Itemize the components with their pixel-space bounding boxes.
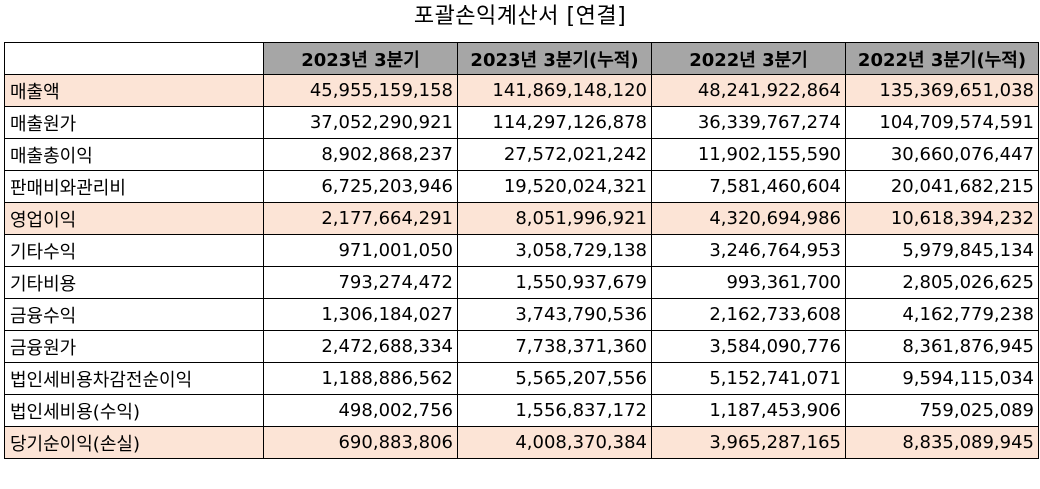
value-cell: 141,869,148,120 xyxy=(457,74,652,107)
value-cell: 971,001,050 xyxy=(263,234,458,267)
table-row: 당기순이익(손실) 690,883,806 4,008,370,384 3,965,2… xyxy=(4,426,1039,459)
value-cell: 5,565,207,556 xyxy=(457,362,652,395)
header-cell-blank xyxy=(4,42,264,75)
table-row: 매출액 45,955,159,158 141,869,148,120 48,241,9… xyxy=(4,74,1039,107)
value-cell: 104,709,574,591 xyxy=(845,106,1039,139)
value-cell: 2,177,664,291 xyxy=(263,202,458,235)
table-row: 매출총이익 8,902,868,237 27,572,021,242 11,902,1… xyxy=(4,138,1039,171)
value-cell: 20,041,682,215 xyxy=(845,170,1039,203)
value-cell: 45,955,159,158 xyxy=(263,74,458,107)
table-row: 금융원가 2,472,688,334 7,738,371,360 3,584,090,… xyxy=(4,330,1039,363)
value-cell: 5,979,845,134 xyxy=(845,234,1039,267)
value-cell: 36,339,767,274 xyxy=(651,106,846,139)
value-cell: 7,581,460,604 xyxy=(651,170,846,203)
value-cell: 30,660,076,447 xyxy=(845,138,1039,171)
value-cell: 498,002,756 xyxy=(263,394,458,427)
table-row: 법인세비용(수익) 498,002,756 1,556,837,172 1,187,4… xyxy=(4,394,1039,427)
table-row: 매출원가 37,052,290,921 114,297,126,878 36,339,… xyxy=(4,106,1039,139)
value-cell: 4,162,779,238 xyxy=(845,298,1039,331)
value-cell: 3,584,090,776 xyxy=(651,330,846,363)
value-cell: 48,241,922,864 xyxy=(651,74,846,107)
value-cell: 1,187,453,906 xyxy=(651,394,846,427)
row-label: 매출원가 xyxy=(4,106,264,139)
income-statement-table: 2023년 3분기 2023년 3분기(누적) 2022년 3분기 2022년 … xyxy=(4,42,1039,459)
row-label: 법인세비용차감전순이익 xyxy=(4,362,264,395)
value-cell: 3,743,790,536 xyxy=(457,298,652,331)
value-cell: 2,162,733,608 xyxy=(651,298,846,331)
table-row: 금융수익 1,306,184,027 3,743,790,536 2,162,733,… xyxy=(4,298,1039,331)
value-cell: 3,965,287,165 xyxy=(651,426,846,459)
table-row: 기타수익 971,001,050 3,058,729,138 3,246,764,95… xyxy=(4,234,1039,267)
value-cell: 37,052,290,921 xyxy=(263,106,458,139)
value-cell: 8,902,868,237 xyxy=(263,138,458,171)
row-label: 당기순이익(손실) xyxy=(4,426,264,459)
value-cell: 793,274,472 xyxy=(263,266,458,299)
value-cell: 2,472,688,334 xyxy=(263,330,458,363)
header-row: 2023년 3분기 2023년 3분기(누적) 2022년 3분기 2022년 … xyxy=(4,42,1039,75)
header-cell-2022-q3-cumulative: 2022년 3분기(누적) xyxy=(845,42,1039,75)
value-cell: 5,152,741,071 xyxy=(651,362,846,395)
table-row: 기타비용 793,274,472 1,550,937,679 993,361,700 2… xyxy=(4,266,1039,299)
value-cell: 8,051,996,921 xyxy=(457,202,652,235)
value-cell: 135,369,651,038 xyxy=(845,74,1039,107)
page-title: 포괄손익계산서 [연결] xyxy=(413,4,627,29)
header-cell-2023-q3: 2023년 3분기 xyxy=(263,42,458,75)
table-row: 법인세비용차감전순이익 1,188,886,562 5,565,207,556 5,1… xyxy=(4,362,1039,395)
value-cell: 114,297,126,878 xyxy=(457,106,652,139)
value-cell: 7,738,371,360 xyxy=(457,330,652,363)
row-label: 매출액 xyxy=(4,74,264,107)
value-cell: 27,572,021,242 xyxy=(457,138,652,171)
value-cell: 19,520,024,321 xyxy=(457,170,652,203)
value-cell: 2,805,026,625 xyxy=(845,266,1039,299)
row-label: 매출총이익 xyxy=(4,138,264,171)
value-cell: 1,306,184,027 xyxy=(263,298,458,331)
row-label: 금융원가 xyxy=(4,330,264,363)
row-label: 영업이익 xyxy=(4,202,264,235)
value-cell: 690,883,806 xyxy=(263,426,458,459)
value-cell: 3,246,764,953 xyxy=(651,234,846,267)
row-label: 판매비와관리비 xyxy=(4,170,264,203)
value-cell: 1,550,937,679 xyxy=(457,266,652,299)
value-cell: 8,835,089,945 xyxy=(845,426,1039,459)
value-cell: 11,902,155,590 xyxy=(651,138,846,171)
row-label: 기타수익 xyxy=(4,234,264,267)
value-cell: 9,594,115,034 xyxy=(845,362,1039,395)
row-label: 기타비용 xyxy=(4,266,264,299)
value-cell: 8,361,876,945 xyxy=(845,330,1039,363)
value-cell: 4,008,370,384 xyxy=(457,426,652,459)
value-cell: 4,320,694,986 xyxy=(651,202,846,235)
value-cell: 1,556,837,172 xyxy=(457,394,652,427)
row-label: 법인세비용(수익) xyxy=(4,394,264,427)
value-cell: 10,618,394,232 xyxy=(845,202,1039,235)
header-cell-2023-q3-cumulative: 2023년 3분기(누적) xyxy=(457,42,652,75)
table-row: 판매비와관리비 6,725,203,946 19,520,024,321 7,581,… xyxy=(4,170,1039,203)
value-cell: 993,361,700 xyxy=(651,266,846,299)
row-label: 금융수익 xyxy=(4,298,264,331)
table-row: 영업이익 2,177,664,291 8,051,996,921 4,320,694,… xyxy=(4,202,1039,235)
value-cell: 759,025,089 xyxy=(845,394,1039,427)
value-cell: 1,188,886,562 xyxy=(263,362,458,395)
value-cell: 3,058,729,138 xyxy=(457,234,652,267)
header-cell-2022-q3: 2022년 3분기 xyxy=(651,42,846,75)
value-cell: 6,725,203,946 xyxy=(263,170,458,203)
